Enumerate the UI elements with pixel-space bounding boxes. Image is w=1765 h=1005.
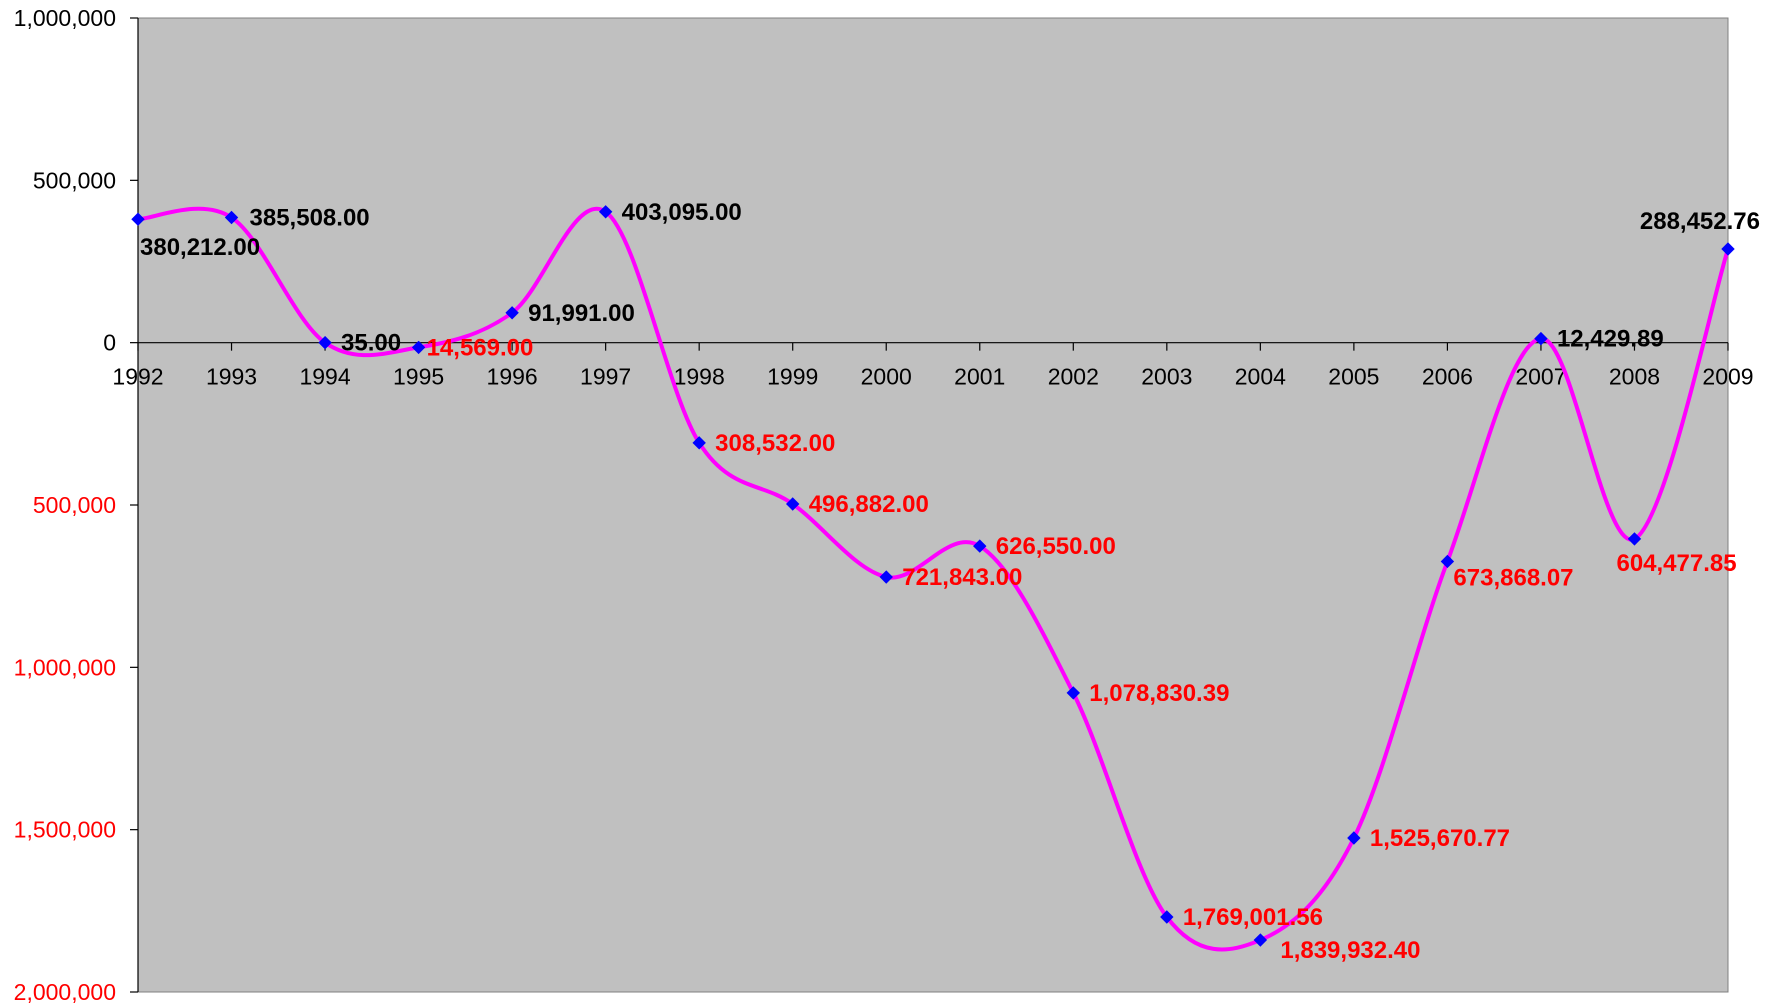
plot-area bbox=[137, 17, 1729, 993]
data-label: 35.00 bbox=[341, 330, 401, 357]
data-point-marker bbox=[973, 539, 987, 553]
x-tick-label: 1998 bbox=[674, 364, 725, 390]
data-label: 380,212.00 bbox=[140, 234, 260, 261]
data-point-marker bbox=[1347, 831, 1361, 845]
y-tick-label: 500,000 bbox=[33, 492, 116, 518]
y-tick-label: 500,000 bbox=[33, 167, 116, 193]
data-label: 1,525,670.77 bbox=[1370, 825, 1510, 852]
data-point-marker bbox=[879, 570, 893, 584]
x-tick-label: 1992 bbox=[112, 364, 163, 390]
data-label: 626,550.00 bbox=[996, 533, 1116, 560]
data-point-marker bbox=[1440, 554, 1455, 569]
data-label: 496,882.00 bbox=[809, 491, 929, 518]
data-point-marker bbox=[411, 340, 426, 355]
data-label: 91,991.00 bbox=[528, 300, 635, 327]
data-label: 14,569.00 bbox=[427, 334, 534, 361]
y-axis-ticks: 1,000,000 500,000 0 500,000 1,000,000 1,500,0… bbox=[14, 5, 138, 1005]
data-label: 288,452.76 bbox=[1640, 208, 1760, 235]
data-point-marker bbox=[785, 497, 800, 511]
data-point-marker bbox=[131, 212, 145, 226]
data-point-marker bbox=[692, 436, 706, 450]
x-tick-label: 2000 bbox=[861, 364, 912, 390]
data-point-marker bbox=[1534, 331, 1548, 346]
data-label: 403,095.00 bbox=[622, 199, 742, 226]
x-tick-label: 1999 bbox=[767, 364, 818, 390]
data-label: 721,843.00 bbox=[902, 564, 1022, 591]
data-label: 1,839,932.40 bbox=[1280, 937, 1420, 964]
data-point-marker bbox=[1160, 910, 1174, 924]
x-tick-label: 2006 bbox=[1422, 364, 1473, 390]
data-point-marker bbox=[1721, 242, 1735, 256]
data-label: 12,429.89 bbox=[1557, 326, 1664, 353]
data-label: 1,078,830.39 bbox=[1089, 680, 1229, 707]
x-tick-label: 2005 bbox=[1328, 364, 1379, 390]
data-point-marker bbox=[598, 205, 613, 219]
x-tick-label: 1995 bbox=[393, 364, 444, 390]
data-point-marker bbox=[505, 306, 519, 320]
x-tick-label: 2003 bbox=[1141, 364, 1192, 390]
x-tick-label: 2001 bbox=[954, 364, 1005, 390]
data-point-marker bbox=[224, 210, 239, 225]
x-tick-label: 1996 bbox=[487, 364, 538, 390]
data-label: 1,769,001.56 bbox=[1183, 904, 1323, 931]
x-tick-label: 2009 bbox=[1702, 364, 1753, 390]
x-tick-label: 1993 bbox=[206, 364, 257, 390]
x-tick-label: 2007 bbox=[1515, 364, 1566, 390]
data-label: 308,532.00 bbox=[715, 430, 835, 457]
x-tick-label: 1997 bbox=[580, 364, 631, 390]
y-tick-label: 1,500,000 bbox=[14, 817, 116, 843]
data-label: 604,477.85 bbox=[1616, 550, 1736, 577]
y-tick-label: 1,000,000 bbox=[14, 654, 116, 680]
data-markers bbox=[131, 205, 1735, 947]
x-tick-label: 2008 bbox=[1609, 364, 1660, 390]
series-line bbox=[137, 206, 1730, 952]
data-point-marker bbox=[1066, 686, 1081, 700]
y-tick-label: 1,000,000 bbox=[14, 5, 116, 31]
y-tick-label: 2,000,000 bbox=[14, 979, 116, 1005]
y-tick-label: 0 bbox=[103, 330, 116, 356]
data-label: 385,508.00 bbox=[250, 205, 370, 232]
x-tick-label: 2004 bbox=[1235, 364, 1286, 390]
x-tick-label: 1994 bbox=[299, 364, 350, 390]
data-point-marker bbox=[1627, 532, 1642, 546]
data-label: 673,868.07 bbox=[1453, 564, 1573, 591]
data-point-marker bbox=[318, 335, 332, 350]
x-tick-label: 2002 bbox=[1048, 364, 1099, 390]
data-point-marker bbox=[1253, 933, 1268, 947]
x-axis-ticks: 1992 1993 1994 1995 1996 1997 1998 1999 2000 2001… bbox=[112, 342, 1754, 390]
